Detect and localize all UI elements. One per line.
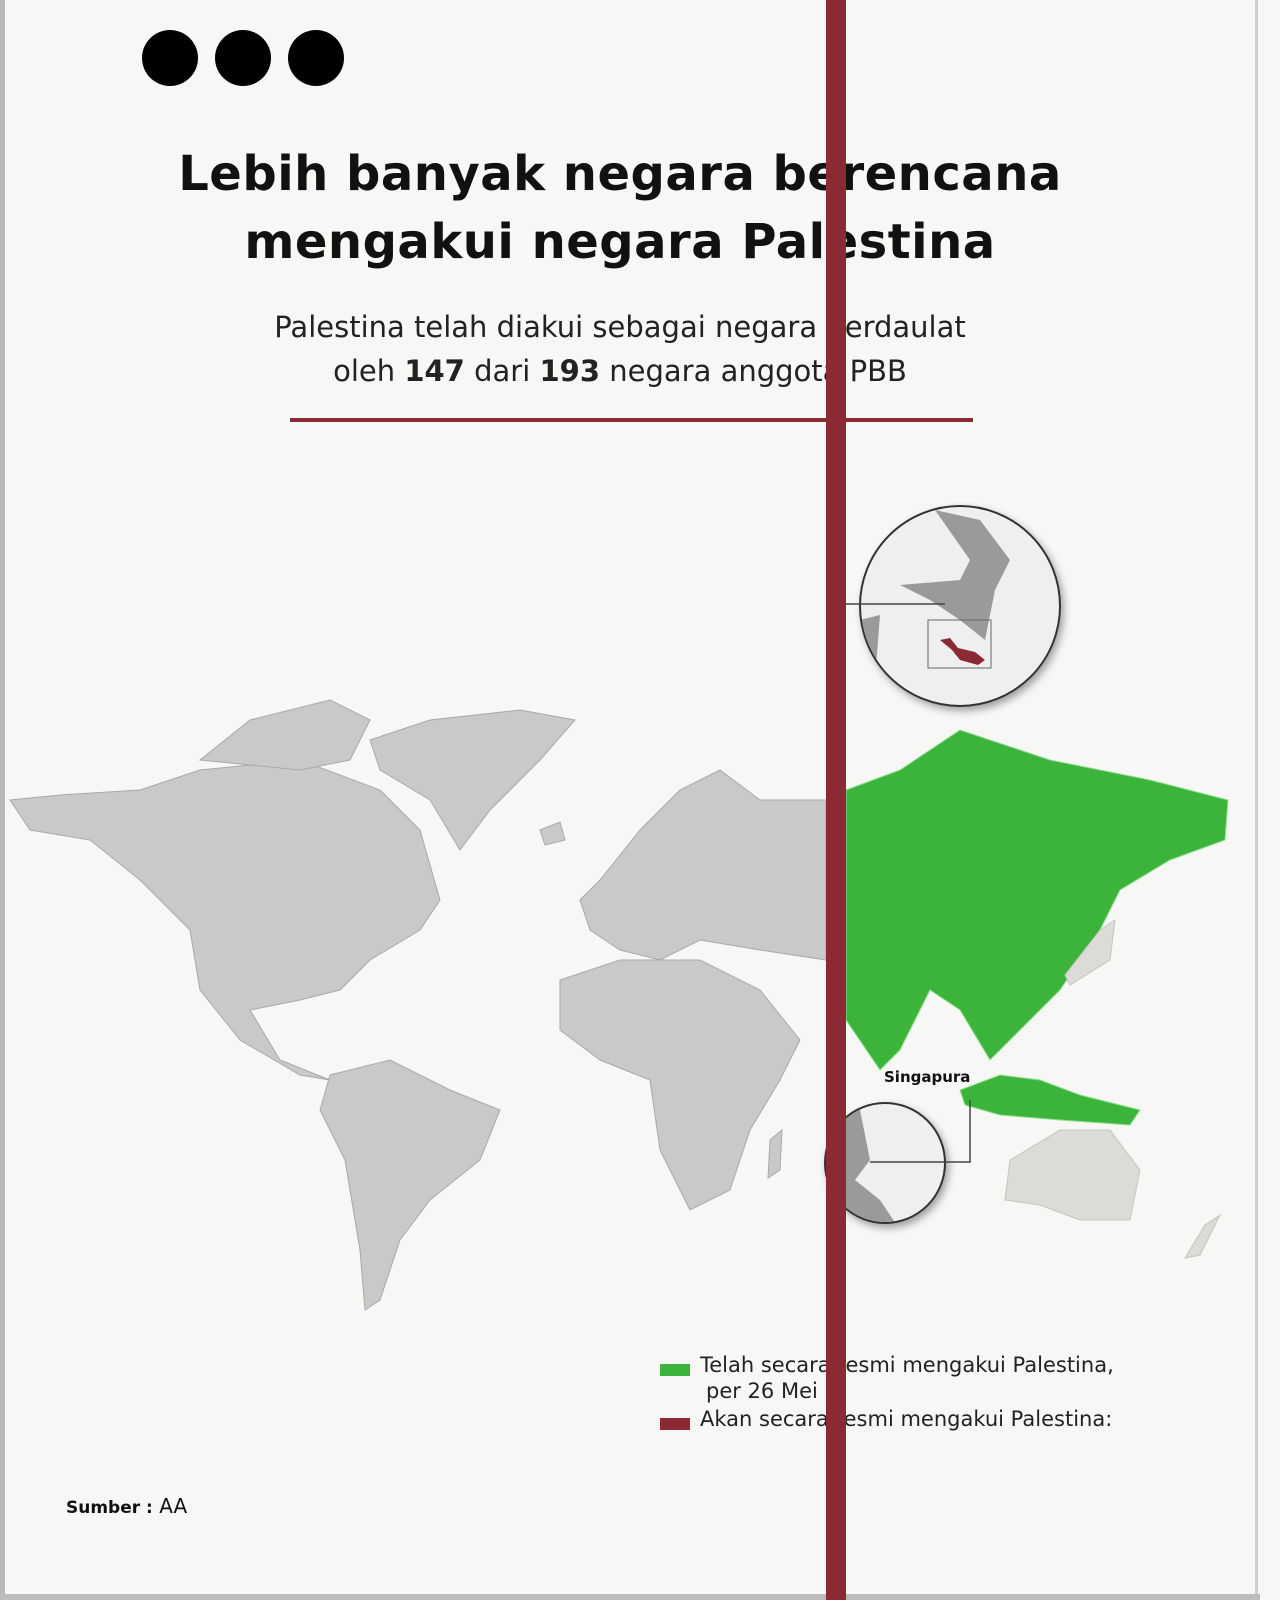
legend-label: per 26 Mei — [706, 1379, 818, 1403]
indonesia-recognized — [959, 1074, 1141, 1126]
legend-item-will-recognize: Akan secara resmi mengakui Palestina: — [660, 1406, 1114, 1432]
africa — [559, 959, 801, 1211]
dot-icon — [288, 30, 344, 86]
legend-swatch-red — [660, 1418, 690, 1430]
dot-icon — [215, 30, 271, 86]
source: Sumber : AA — [66, 1494, 187, 1518]
title-line: Lebih banyak negara berencana — [178, 146, 1062, 202]
dot-icon — [142, 30, 198, 86]
text: oleh — [333, 354, 405, 388]
count-members: 193 — [539, 354, 601, 388]
australia — [1004, 1129, 1141, 1221]
source-label: Sumber : — [66, 1498, 153, 1518]
south-america — [319, 1059, 501, 1311]
frame-border-bottom — [0, 1594, 1260, 1600]
legend-item-recognized: Telah secara resmi mengakui Palestina, p… — [660, 1352, 1114, 1404]
arctic-islands — [198, 699, 371, 771]
source-value: AA — [159, 1494, 188, 1518]
title-line: mengakui negara Palestina — [244, 214, 996, 270]
divider — [290, 418, 973, 422]
subtitle-line: Palestina telah diakui sebagai negara be… — [274, 310, 966, 344]
legend-label: Telah secara resmi mengakui Palestina, — [700, 1353, 1114, 1377]
legend-label: Akan secara resmi mengakui Palestina: — [700, 1407, 1113, 1431]
subtitle-line: oleh 147 dari 193 negara anggota PBB — [0, 349, 1240, 393]
new-zealand — [1183, 1213, 1222, 1259]
page-title: Lebih banyak negara berencana mengakui n… — [0, 140, 1240, 276]
japan — [1064, 918, 1116, 986]
europe — [579, 769, 827, 961]
inset-malta — [859, 505, 1061, 707]
legend: Telah secara resmi mengakui Palestina, p… — [660, 1352, 1114, 1434]
count-recognized: 147 — [404, 354, 465, 388]
uk — [539, 821, 566, 846]
text: negara anggota PBB — [600, 354, 907, 388]
subtitle: Palestina telah diakui sebagai negara be… — [0, 305, 1240, 393]
frame-border-right — [1255, 0, 1258, 1600]
asia-recognized — [845, 729, 1229, 1071]
accent-vertical-bar — [826, 0, 846, 1600]
singapore-label: Singapura — [884, 1068, 971, 1086]
greenland — [369, 709, 576, 851]
legend-swatch-green — [660, 1364, 690, 1376]
text: dari — [464, 354, 540, 388]
north-america — [9, 759, 441, 1081]
frame-border-left — [0, 0, 5, 1600]
madagascar — [767, 1128, 783, 1179]
